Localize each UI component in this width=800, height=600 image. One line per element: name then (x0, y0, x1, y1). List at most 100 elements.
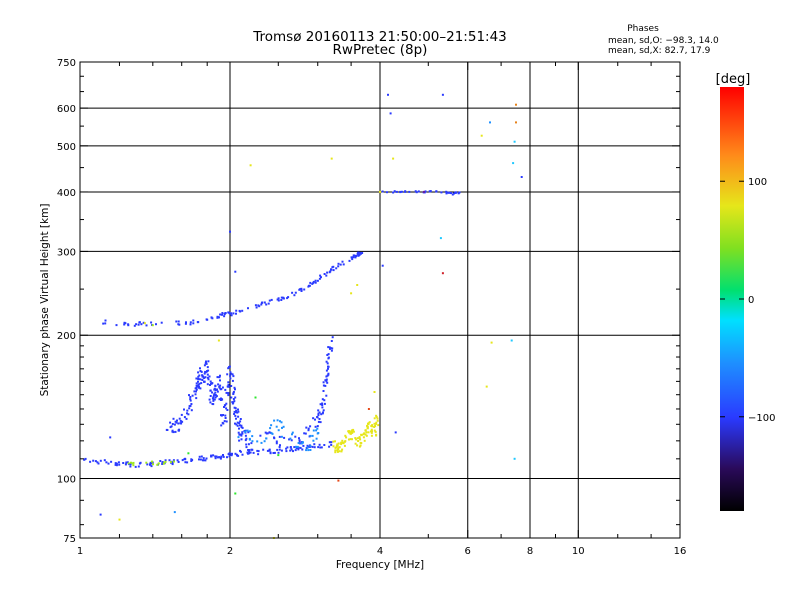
data-point (199, 378, 202, 381)
data-point (94, 460, 97, 463)
data-point (311, 434, 314, 437)
y-axis-label: Stationary phase Virtual Height [km] (39, 204, 51, 397)
data-point (414, 190, 417, 193)
data-point (223, 313, 226, 316)
data-point (196, 385, 199, 388)
data-point (307, 427, 310, 430)
data-point (210, 316, 213, 319)
data-point (337, 448, 340, 451)
data-point (224, 312, 227, 314)
data-point (395, 190, 398, 193)
data-point (227, 383, 230, 386)
data-point (351, 258, 354, 261)
data-point (337, 442, 340, 445)
data-point (237, 408, 239, 411)
data-point (422, 190, 425, 193)
data-point (241, 432, 244, 435)
data-point (135, 323, 138, 326)
data-point (291, 431, 294, 434)
data-point (352, 256, 355, 259)
data-point (275, 442, 278, 445)
colorbar-tick-label: 0 (748, 295, 754, 306)
data-point (230, 372, 233, 375)
data-point (218, 398, 221, 401)
data-point (204, 370, 207, 373)
y-tick-label: 200 (57, 331, 76, 342)
data-point (429, 190, 432, 193)
data-point (321, 412, 324, 415)
data-point (375, 422, 377, 425)
data-point (201, 374, 204, 377)
data-point (309, 449, 312, 451)
data-point (234, 411, 237, 414)
plot-grid (80, 62, 680, 538)
data-point (149, 461, 152, 464)
data-point (250, 448, 253, 451)
data-point (515, 103, 517, 106)
data-point (252, 451, 255, 454)
data-point (183, 416, 186, 419)
data-point (260, 441, 263, 444)
data-point (337, 265, 340, 268)
data-point (234, 270, 237, 273)
data-point (330, 340, 333, 342)
data-point (104, 319, 107, 322)
data-point (248, 452, 251, 455)
data-point (329, 270, 332, 273)
data-point (340, 441, 343, 444)
data-point (277, 451, 280, 454)
data-point (145, 461, 148, 464)
data-point (318, 443, 321, 446)
data-point (336, 450, 339, 453)
data-point (327, 353, 330, 356)
y-tick-label: 100 (57, 475, 76, 486)
data-point (337, 447, 340, 450)
data-point (104, 322, 107, 325)
data-point (105, 461, 108, 464)
data-point (331, 266, 334, 269)
data-point (358, 436, 361, 439)
data-point (229, 452, 232, 455)
data-point (265, 303, 268, 306)
data-point (192, 322, 195, 325)
data-point (357, 254, 360, 257)
data-point (232, 375, 235, 378)
axis-ticks: 1 2 4 6 8 10 16 75 100 200 300 400 500 600 750 (57, 58, 686, 557)
data-point (198, 385, 200, 388)
data-point (278, 446, 281, 448)
data-point (227, 453, 230, 456)
data-point (151, 324, 154, 327)
data-point (99, 513, 102, 516)
data-point (206, 373, 209, 376)
data-point (131, 462, 134, 465)
data-point (360, 442, 363, 445)
data-point (195, 382, 198, 385)
data-point (381, 264, 384, 267)
data-point (230, 385, 233, 387)
data-point (361, 252, 364, 254)
data-point (313, 446, 316, 449)
data-point (234, 407, 237, 410)
data-point (349, 438, 352, 441)
data-point (480, 134, 483, 137)
data-point (237, 410, 240, 413)
data-point (209, 395, 212, 397)
data-point (309, 444, 312, 447)
data-point (214, 455, 217, 458)
data-point (122, 462, 125, 464)
data-point (328, 441, 331, 444)
data-point (247, 443, 250, 446)
data-point (152, 463, 154, 466)
data-point (237, 415, 240, 418)
data-point (247, 449, 250, 451)
data-point (295, 445, 297, 448)
data-point (280, 421, 283, 424)
data-point (177, 320, 180, 323)
data-point (132, 464, 135, 467)
data-point (373, 429, 376, 432)
data-point (198, 455, 201, 458)
data-point (317, 432, 320, 434)
data-point (320, 446, 323, 449)
data-point (107, 462, 110, 465)
data-point (127, 324, 130, 327)
